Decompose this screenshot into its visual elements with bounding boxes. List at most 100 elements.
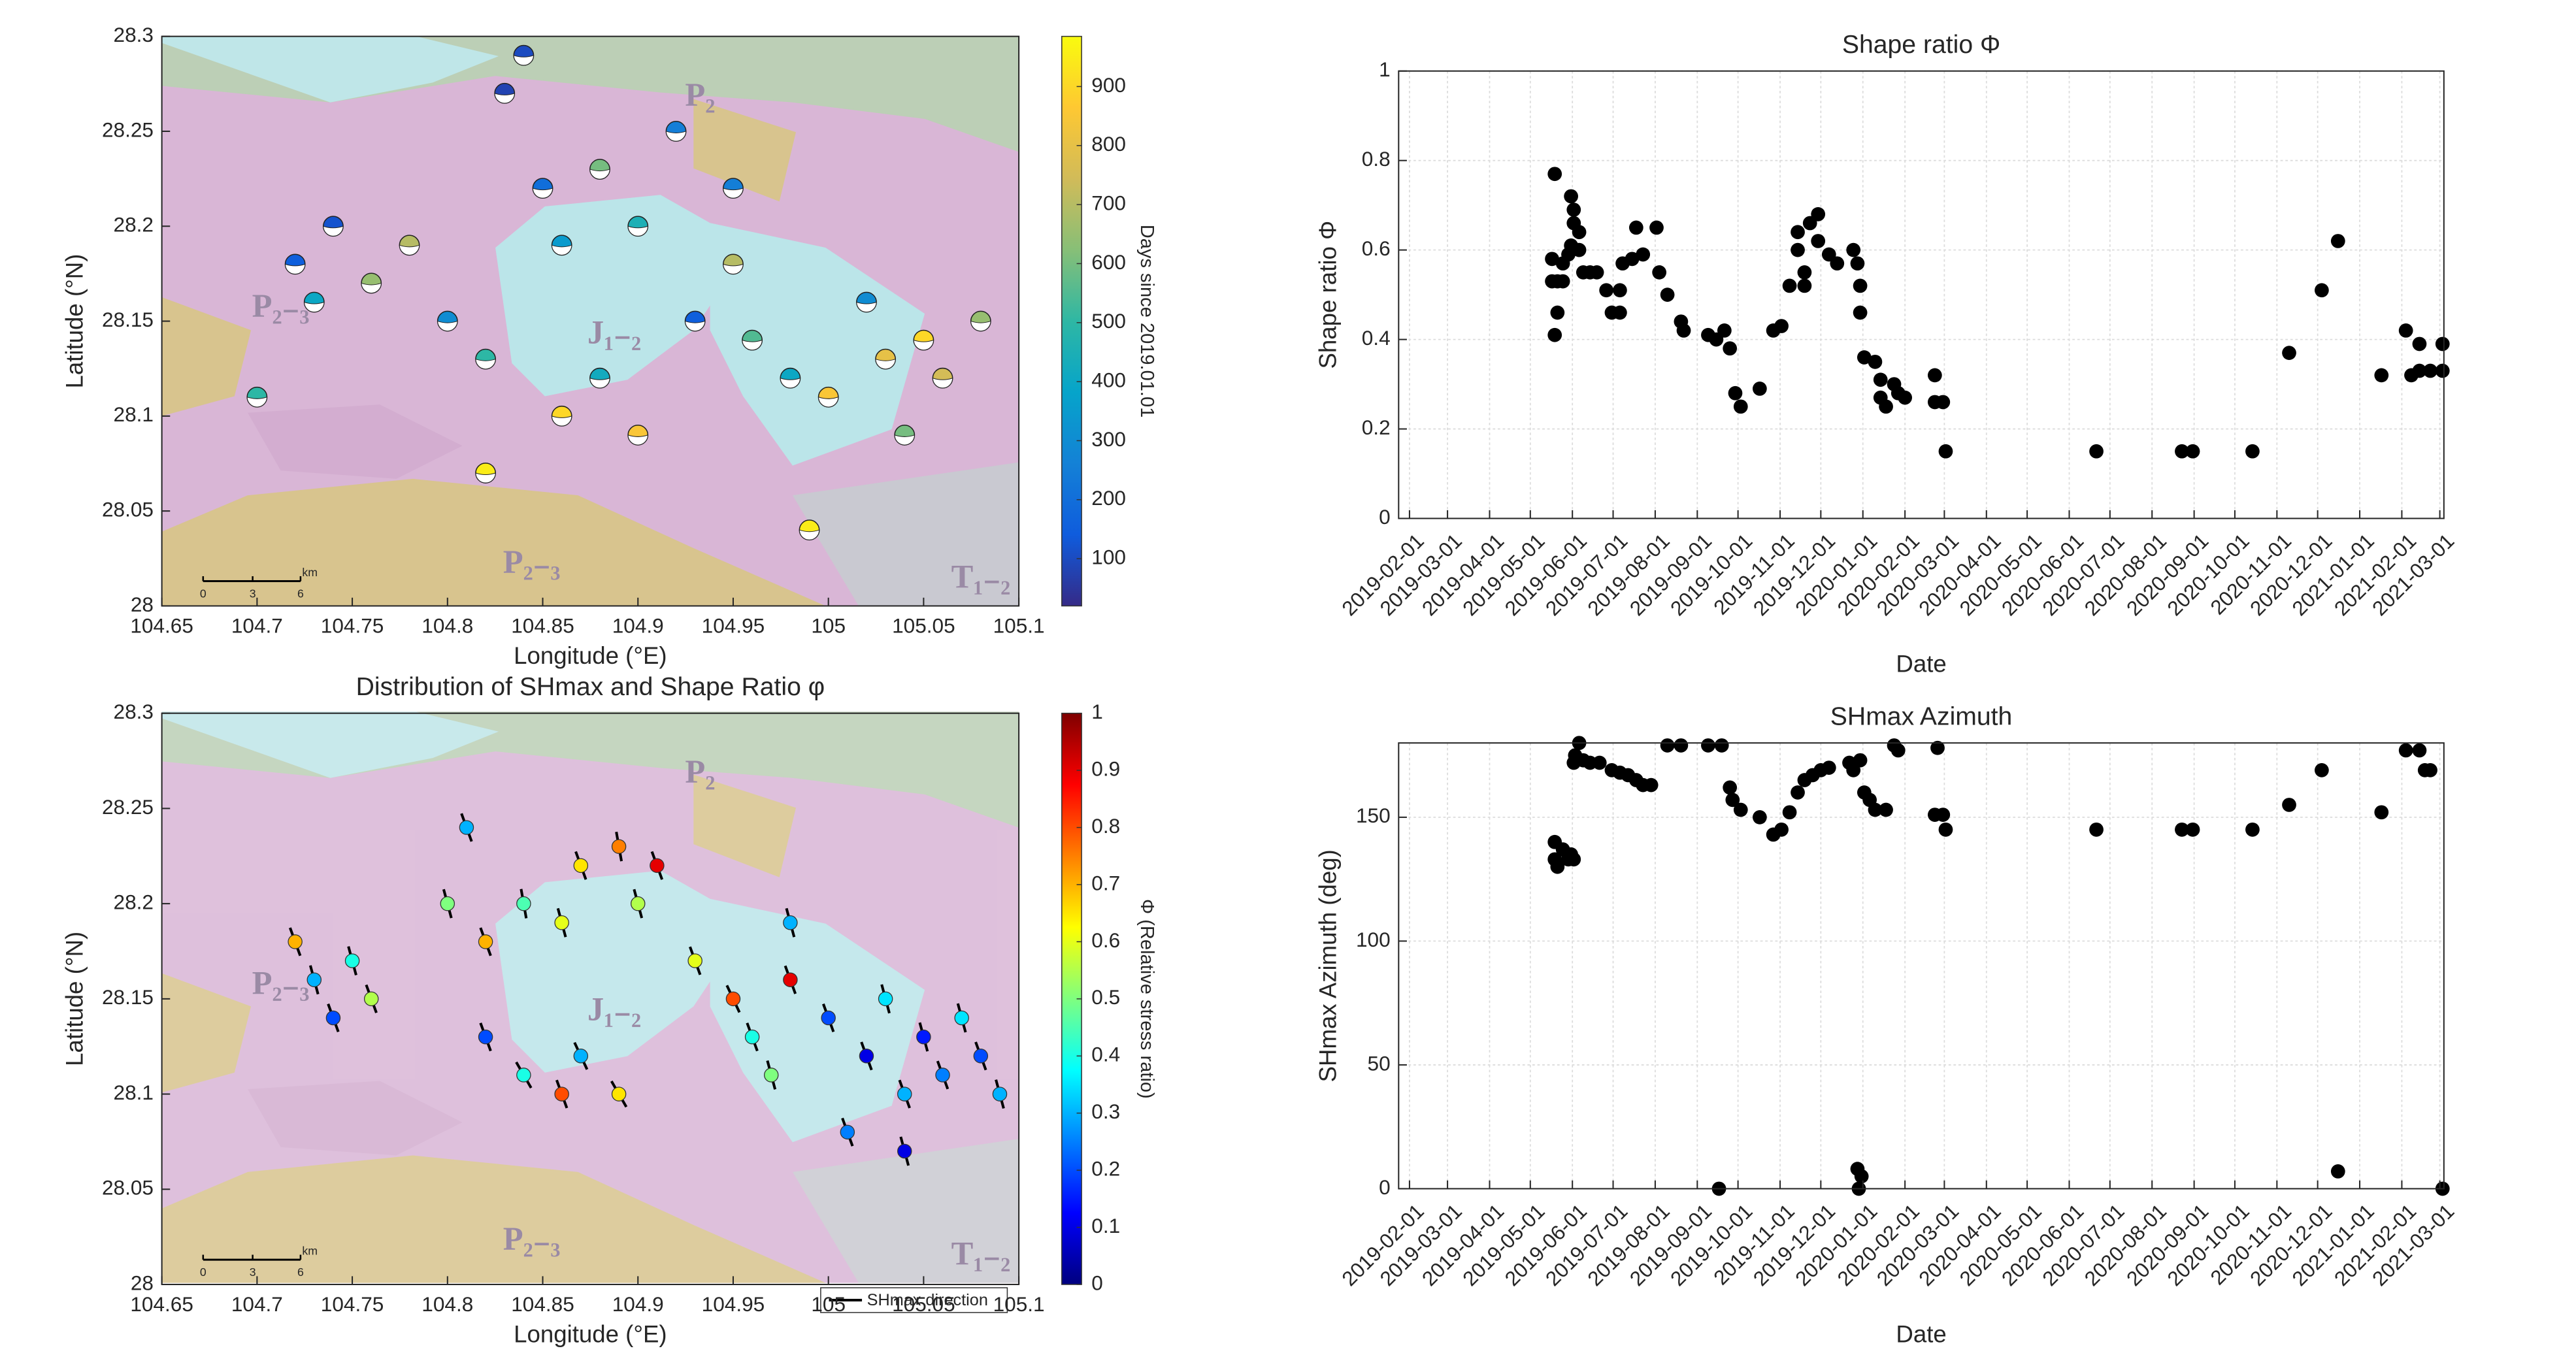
beachball-nodal [551,244,572,255]
map-label: P₂₋₃ [503,1220,561,1257]
colorbar-tick-label: 0.6 [1091,928,1120,952]
y-tick-label: 28.2 [114,890,154,913]
y-tick-label: 28.1 [114,1081,154,1104]
phi-point [725,991,741,1007]
scale-bar-label: 3 [250,1266,256,1279]
y-tick-label: 28.05 [102,1176,154,1200]
map-label: P₂ [685,76,715,113]
map-label: T₁₋₂ [951,1235,1011,1272]
beachball-nodal [932,378,953,389]
x-tick-label: 105 [811,614,846,638]
colorbar-tick-label: 0 [1091,1271,1103,1294]
beachball-nodal [684,320,706,332]
phi-point [516,896,531,911]
colorbar-tick-label: 0.1 [1091,1214,1120,1237]
data-point [2374,805,2389,820]
colorbar-tick-label: 300 [1091,427,1126,451]
scale-bar-label: 3 [250,587,256,600]
data-point [1733,802,1748,817]
scale-bar-label: 6 [297,587,304,600]
y-axis-label: Latitude (°N) [61,254,88,389]
data-point [1782,805,1797,820]
map-label: J₁₋₂ [587,991,641,1028]
map-label: P₂₋₃ [252,287,310,324]
y-tick-label: 28.05 [102,497,154,521]
phi-point [363,991,379,1007]
x-tick-label: 105 [811,1292,846,1316]
beachball-nodal [284,263,306,274]
phi-point [630,896,646,911]
beachball-nodal [532,188,553,199]
colorbar-tick-label: 0.3 [1091,1100,1120,1123]
axes-frame [1398,742,2445,1190]
scale-bar-label: 6 [297,1266,304,1279]
data-point [2185,822,2200,837]
scale-bar-label: 0 [200,587,206,600]
x-tick-label: 104.65 [130,614,193,638]
data-point [1674,738,1689,753]
beachball-nodal [361,282,382,294]
data-point [1868,802,1883,817]
beachball-nodal [856,301,877,313]
x-tick-label: 104.8 [421,1292,473,1316]
data-point [1791,242,1805,257]
data-point [1723,780,1738,795]
data-point [2089,444,2104,459]
data-point [2412,336,2427,351]
x-tick-label: 104.85 [511,1292,574,1316]
data-point [2412,363,2427,378]
phi-point [763,1068,779,1083]
y-tick-label: 150 [1356,804,1391,827]
beachball-nodal [399,244,420,255]
phi-point [687,953,702,968]
chart-title: SHmax Azimuth [1830,702,2013,730]
beachball-nodal [513,55,535,66]
data-point [1555,274,1570,289]
phi-point [992,1086,1008,1102]
data-point [2315,283,2329,298]
x-tick-label: 104.75 [321,1292,384,1316]
data-point [1891,743,1906,758]
y-tick-label: 0 [1379,505,1391,529]
colorbar-tick-label: 700 [1091,191,1126,214]
beachball-nodal [723,188,744,199]
data-point [2175,444,2189,459]
colorbar-tick-label: 0.4 [1091,1043,1120,1066]
legend-label: SHmax direction [867,1291,988,1309]
beachball-nodal [589,169,610,180]
data-point [2435,363,2450,378]
beachball-nodal [437,320,458,332]
phi-point [783,972,798,987]
data-point [1879,399,1893,414]
data-point [1936,395,1951,410]
data-point [1547,327,1562,342]
colorbar-label: Days since 2019.01.01 [1136,225,1157,418]
beachball-nodal [627,225,648,237]
phi-point [573,1049,589,1064]
colorbar-tick-label: 900 [1091,73,1126,97]
colorbar-tick-label: 500 [1091,309,1126,333]
data-point [2282,346,2296,361]
scale-bar-unit: km [302,1245,318,1258]
x-tick-label: 104.7 [231,1292,283,1316]
data-point [2315,763,2329,777]
x-tick-label: 105.05 [892,1292,955,1316]
data-point [1733,399,1748,414]
y-axis-label: Latitude (°N) [61,932,88,1066]
data-point [1566,203,1581,217]
x-tick-label: 105.1 [993,614,1045,638]
data-point [1797,278,1812,293]
data-point [1613,305,1627,320]
beachball-nodal [742,339,763,351]
phi-point [650,858,665,874]
y-tick-label: 0 [1379,1175,1391,1199]
data-point [1782,278,1797,293]
x-tick-label: 104.9 [612,614,664,638]
data-point [2245,822,2260,837]
data-point [1774,319,1789,333]
y-axis-label: Shape ratio Φ [1314,221,1341,369]
x-tick-label: 104.95 [702,614,765,638]
data-point [2282,798,2296,812]
data-point [1676,323,1691,338]
